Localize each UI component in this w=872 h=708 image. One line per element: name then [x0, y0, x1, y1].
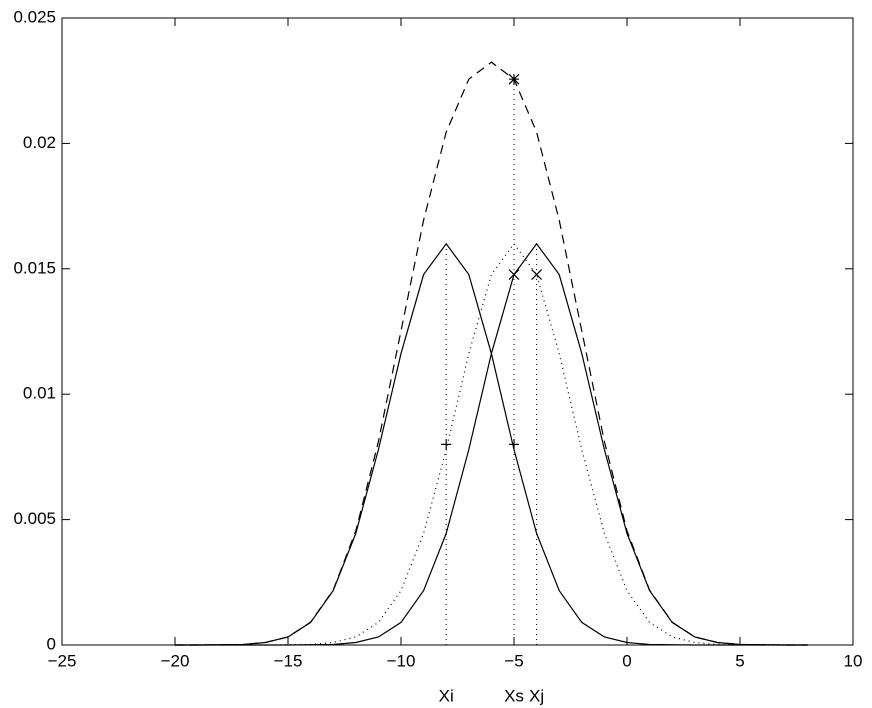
- series-line: [175, 242, 808, 646]
- marker: [509, 439, 519, 450]
- x-tick-label: −20: [161, 651, 190, 670]
- x-tick-label: 5: [735, 651, 744, 670]
- y-tick-label: 0.025: [13, 7, 56, 26]
- series-line: [175, 242, 808, 646]
- x-tick-label: −25: [48, 651, 77, 670]
- series-line: [175, 242, 808, 646]
- x-tick-label: 10: [844, 651, 863, 670]
- marker: [441, 439, 452, 450]
- series-line: [175, 61, 808, 646]
- x-tick-label: −5: [504, 651, 523, 670]
- y-tick-label: 0.005: [13, 509, 56, 528]
- annotation-label: Xs: [504, 686, 524, 705]
- y-tick-label: 0.015: [13, 258, 56, 277]
- x-tick-label: −15: [274, 651, 303, 670]
- marker: [508, 73, 520, 85]
- marker: [508, 269, 520, 280]
- annotation-label: Xi: [439, 686, 454, 705]
- annotation-label: Xj: [529, 686, 544, 705]
- y-tick-label: 0.02: [23, 133, 56, 152]
- y-tick-label: 0: [47, 634, 56, 653]
- x-tick-label: −10: [387, 651, 416, 670]
- y-tick-label: 0.01: [23, 384, 56, 403]
- x-tick-label: 0: [622, 651, 631, 670]
- plot-frame: [61, 17, 854, 646]
- marker: [531, 269, 543, 280]
